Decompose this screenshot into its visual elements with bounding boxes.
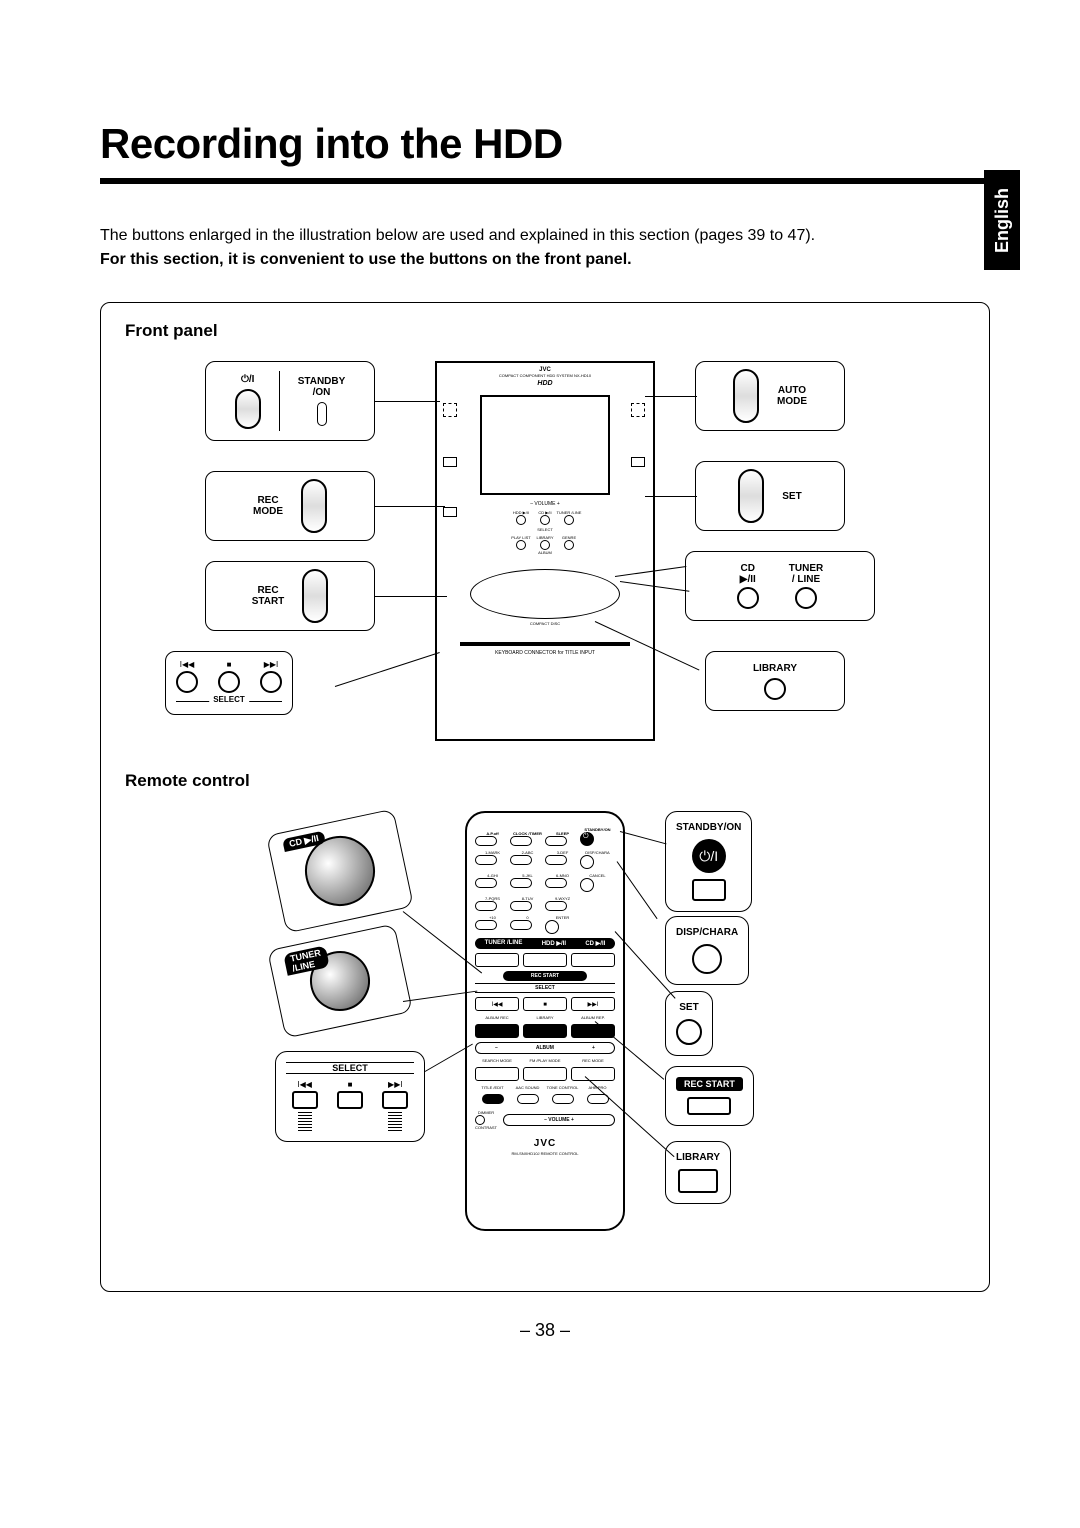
library-button (764, 678, 786, 700)
standby-icon: ⏻/I (692, 839, 726, 873)
callout-remote-library: LIBRARY (665, 1141, 731, 1204)
front-panel-label: Front panel (125, 321, 965, 341)
power-button (235, 389, 261, 429)
unit-model: COMPACT COMPONENT HDD SYSTEM NX-HD10 (437, 373, 653, 378)
stop-button (218, 671, 240, 693)
cd-slot (470, 569, 620, 619)
hdd-label: HDD (437, 380, 653, 387)
title-rule (100, 178, 990, 184)
keyboard-label: KEYBOARD CONNECTOR for TITLE INPUT (437, 650, 653, 656)
prev-button (176, 671, 198, 693)
callout-library: LIBRARY (705, 651, 845, 711)
callout-cd-play: CD ▶/II (266, 809, 414, 934)
remote-model: RM-SNXHD10J REMOTE CONTROL (475, 1151, 615, 1156)
intro-text: The buttons enlarged in the illustration… (100, 224, 990, 272)
diagram-frame: Front panel JVC COMPACT COMPONENT HDD SY… (100, 302, 990, 1292)
unit-display (480, 395, 610, 495)
callout-remote-set: SET (665, 991, 713, 1056)
page-title: Recording into the HDD (100, 120, 990, 168)
auto-mode-button (733, 369, 759, 423)
language-tab: English (984, 170, 1020, 270)
callout-rec-mode: REC MODE (205, 471, 375, 541)
remote-body: A.P.off CLOCK /TIMER SLEEP STANDBY/ON⏻ 1… (465, 811, 625, 1231)
callout-standby: ⏻/I STANDBY /ON (205, 361, 375, 441)
page-number: – 38 – (100, 1320, 990, 1341)
callout-rec-start: REC START (205, 561, 375, 631)
callout-remote-select: SELECT I◀◀ ■ ▶▶I (275, 1051, 425, 1142)
remote-diagram: A.P.off CLOCK /TIMER SLEEP STANDBY/ON⏻ 1… (125, 801, 965, 1261)
remote-brand: JVC (475, 1138, 615, 1149)
front-panel-diagram: JVC COMPACT COMPONENT HDD SYSTEM NX-HD10… (125, 351, 965, 751)
rec-mode-button (301, 479, 327, 533)
tuner-line-button (795, 587, 817, 609)
callout-disp-chara: DISP/CHARA (665, 916, 749, 985)
volume-label: – VOLUME + (437, 501, 653, 507)
rec-start-button (302, 569, 328, 623)
main-unit: JVC COMPACT COMPONENT HDD SYSTEM NX-HD10… (435, 361, 655, 741)
callout-remote-rec-start: REC START (665, 1066, 754, 1126)
callout-auto-mode: AUTO MODE (695, 361, 845, 431)
callout-tuner-line: TUNER /LINE (267, 923, 413, 1038)
set-button (738, 469, 764, 523)
callout-set: SET (695, 461, 845, 531)
callout-select: I◀◀ ■ ▶▶I SELECT (165, 651, 293, 715)
remote-label: Remote control (125, 771, 965, 791)
cd-play-button (737, 587, 759, 609)
standby-led (317, 402, 327, 426)
next-button (260, 671, 282, 693)
callout-cd-tuner: CD ▶/II TUNER / LINE (685, 551, 875, 621)
callout-remote-standby: STANDBY/ON ⏻/I (665, 811, 752, 912)
